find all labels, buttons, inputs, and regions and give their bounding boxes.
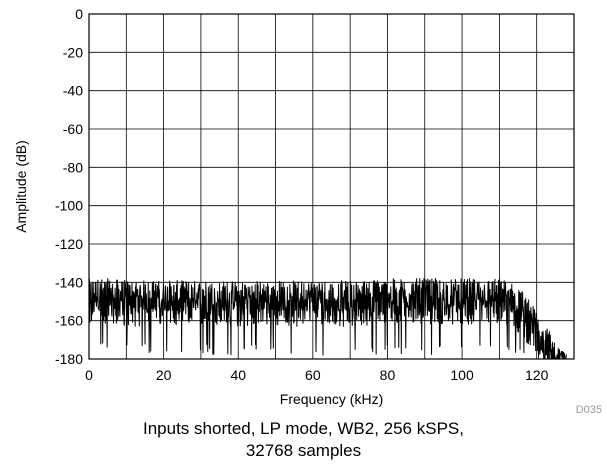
x-tick-label: 40 bbox=[230, 367, 246, 383]
y-tick-label: -180 bbox=[55, 351, 83, 367]
x-tick-label: 120 bbox=[525, 367, 549, 383]
y-tick-label: -160 bbox=[55, 313, 83, 329]
plot-frame bbox=[88, 13, 575, 360]
grid bbox=[89, 14, 574, 359]
y-tick-label: -140 bbox=[55, 274, 83, 290]
spectrum-line bbox=[88, 278, 568, 360]
y-tick-label: -80 bbox=[63, 159, 83, 175]
x-tick-label: 20 bbox=[156, 367, 172, 383]
figure-code: D035 bbox=[576, 404, 602, 416]
y-tick-label: -40 bbox=[63, 83, 83, 99]
x-tick-label: 80 bbox=[380, 367, 396, 383]
spectrum-chart: 0 -20 -40 -60 -80 -100 -120 -140 -160 -180 0 20 40 6… bbox=[13, 6, 602, 416]
caption: Inputs shorted, LP mode, WB2, 256 kSPS, … bbox=[0, 418, 607, 462]
y-tick-label: -100 bbox=[55, 198, 83, 214]
x-tick-label: 0 bbox=[85, 367, 93, 383]
x-tick-labels: 0 20 40 60 80 100 120 bbox=[85, 367, 548, 383]
y-tick-label: 0 bbox=[75, 6, 83, 22]
x-tick-label: 60 bbox=[305, 367, 321, 383]
caption-line-1: Inputs shorted, LP mode, WB2, 256 kSPS, bbox=[143, 419, 464, 438]
x-axis-label: Frequency (kHz) bbox=[280, 391, 383, 407]
y-axis-label: Amplitude (dB) bbox=[13, 140, 29, 233]
x-tick-label: 100 bbox=[450, 367, 474, 383]
y-tick-label: -60 bbox=[63, 121, 83, 137]
spectrum-series bbox=[88, 278, 568, 360]
caption-line-2: 32768 samples bbox=[245, 441, 362, 460]
y-tick-labels: 0 -20 -40 -60 -80 -100 -120 -140 -160 -180 bbox=[55, 6, 83, 367]
y-tick-label: -20 bbox=[63, 44, 83, 60]
y-tick-label: -120 bbox=[55, 236, 83, 252]
